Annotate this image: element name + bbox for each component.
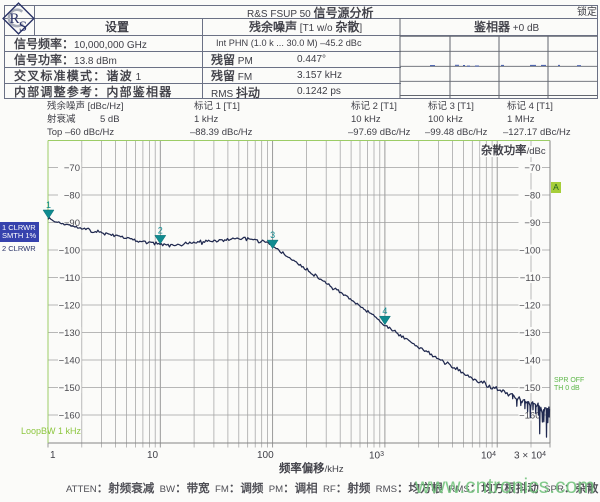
svg-text:−80: −80 bbox=[524, 191, 540, 202]
svg-text:−150: −150 bbox=[59, 383, 80, 394]
svg-text:−120: −120 bbox=[59, 301, 80, 312]
svg-text:−140: −140 bbox=[59, 356, 80, 367]
svg-text:−140: −140 bbox=[519, 356, 540, 367]
svg-text:S: S bbox=[19, 19, 27, 35]
svg-text:−90: −90 bbox=[64, 218, 80, 229]
svg-text:−130: −130 bbox=[59, 328, 80, 339]
svg-text:−70: −70 bbox=[524, 163, 540, 174]
svg-text:−100: −100 bbox=[519, 246, 540, 257]
svg-text:−110: −110 bbox=[520, 273, 541, 284]
svg-text:1: 1 bbox=[46, 200, 51, 210]
svg-text:2: 2 bbox=[158, 225, 163, 235]
svg-text:R: R bbox=[10, 11, 20, 27]
svg-text:−110: −110 bbox=[59, 273, 80, 284]
svg-text:−120: −120 bbox=[519, 301, 540, 312]
svg-text:−130: −130 bbox=[519, 328, 540, 339]
svg-text:−80: −80 bbox=[64, 191, 80, 202]
svg-text:−150: −150 bbox=[519, 383, 540, 394]
svg-text:−70: −70 bbox=[64, 163, 80, 174]
svg-text:−100: −100 bbox=[59, 246, 80, 257]
svg-text:3: 3 bbox=[270, 230, 275, 240]
svg-text:−90: −90 bbox=[524, 218, 540, 229]
svg-text:4: 4 bbox=[382, 306, 387, 316]
svg-text:−160: −160 bbox=[59, 411, 80, 422]
